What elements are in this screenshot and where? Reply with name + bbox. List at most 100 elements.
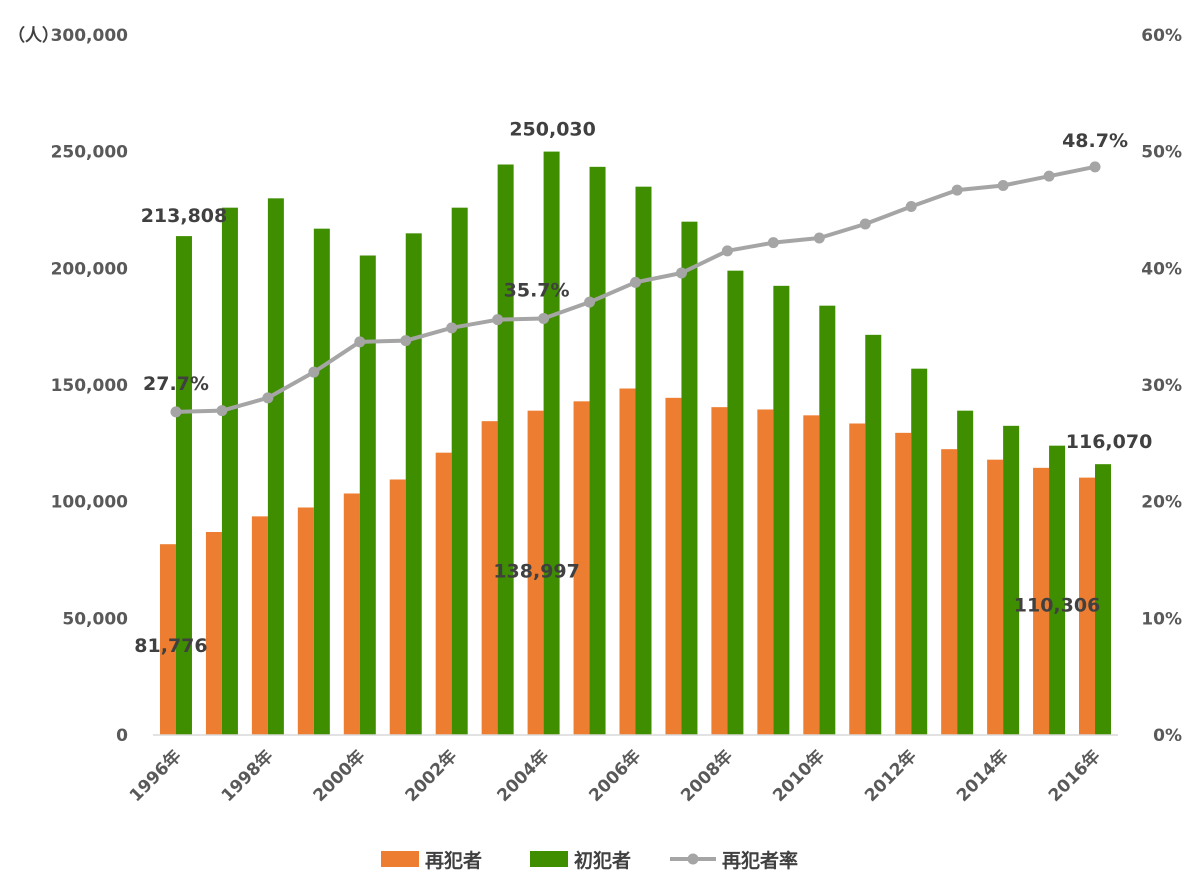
bar-first-offender — [589, 166, 606, 736]
bar-reoffender — [159, 544, 176, 735]
x-tick-label: 2002年 — [401, 746, 461, 806]
line-point-reoffence-rate — [951, 184, 963, 196]
legend-label-first-offender: 初犯者 — [574, 849, 631, 872]
x-tick-label: 1998年 — [217, 746, 277, 806]
y-right-tick-label: 40% — [1141, 259, 1182, 279]
y-right-tick-label: 60% — [1141, 26, 1182, 46]
bar-first-offender — [1049, 445, 1066, 735]
bar-reoffender — [573, 401, 590, 735]
bar-reoffender — [297, 507, 314, 735]
y-left-tick-label: 50,000 — [62, 609, 128, 629]
x-tick-label: 2008年 — [677, 746, 737, 806]
bar-reoffender — [757, 409, 774, 735]
y-right-tick-label: 10% — [1141, 609, 1182, 629]
bar-reoffender — [711, 407, 728, 735]
bar-reoffender — [389, 479, 406, 735]
line-point-reoffence-rate — [262, 392, 274, 404]
line-point-reoffence-rate — [584, 296, 596, 308]
x-tick-label: 2014年 — [952, 746, 1012, 806]
line-point-reoffence-rate — [446, 322, 458, 334]
bar-first-offender — [819, 305, 836, 735]
data-label: 27.7% — [143, 373, 209, 395]
data-label: 138,997 — [493, 561, 580, 583]
line-point-reoffence-rate — [216, 405, 228, 417]
y-left-tick-label: 100,000 — [51, 493, 129, 513]
bar-first-offender — [267, 198, 284, 736]
line-point-reoffence-rate — [354, 336, 366, 348]
bar-first-offender — [313, 228, 330, 735]
line-point-reoffence-rate — [767, 237, 779, 249]
x-tick-label: 1996年 — [125, 746, 185, 806]
data-label: 250,030 — [509, 119, 596, 141]
data-label: 116,070 — [1066, 431, 1153, 453]
bar-first-offender — [681, 221, 698, 735]
bar-reoffender — [895, 432, 912, 735]
line-point-reoffence-rate — [997, 180, 1009, 191]
y-axis-unit-label: （人） — [8, 25, 59, 46]
y-right-tick-label: 50% — [1141, 143, 1182, 163]
bar-first-offender — [1003, 425, 1020, 735]
line-point-reoffence-rate — [630, 276, 641, 288]
bar-reoffender — [941, 449, 958, 735]
line-point-reoffence-rate — [1043, 170, 1055, 182]
x-tick-label: 2010年 — [769, 746, 829, 806]
line-point-reoffence-rate — [308, 366, 320, 378]
bar-first-offender — [543, 151, 560, 735]
y-left-tick-label: 150,000 — [51, 376, 129, 396]
bar-reoffender — [205, 532, 222, 735]
bar-first-offender — [635, 186, 652, 735]
bar-reoffender — [803, 415, 820, 735]
bar-reoffender — [343, 493, 360, 735]
line-point-reoffence-rate — [905, 201, 917, 212]
bar-reoffender — [435, 452, 452, 735]
line-point-reoffence-rate — [675, 267, 687, 279]
y-left-tick-label: 200,000 — [51, 259, 129, 279]
bar-reoffender — [527, 410, 544, 735]
bar-first-offender — [727, 270, 744, 735]
bar-reoffender — [1079, 477, 1096, 735]
line-point-reoffence-rate — [721, 245, 733, 257]
bar-reoffender — [1033, 467, 1050, 735]
bar-first-offender — [957, 410, 974, 735]
bar-first-offender — [175, 236, 192, 735]
bar-reoffender — [481, 421, 498, 735]
x-tick-label: 2012年 — [860, 746, 920, 806]
x-tick-label: 2004年 — [493, 746, 553, 806]
legend-swatch-reoffender — [381, 851, 419, 867]
bar-first-offender — [1095, 464, 1112, 735]
legend-label-reoffender: 再犯者 — [425, 849, 482, 872]
line-point-reoffence-rate — [859, 218, 871, 230]
legend-swatch-marker-reoffence-rate — [687, 853, 699, 865]
bar-reoffender — [665, 397, 682, 735]
legend-swatch-first-offender — [530, 851, 568, 867]
bar-first-offender — [405, 233, 422, 736]
y-right-tick-label: 0% — [1153, 726, 1182, 746]
legend-label-reoffence-rate: 再犯者率 — [722, 849, 798, 872]
y-left-tick-label: 250,000 — [51, 143, 129, 163]
bar-first-offender — [451, 207, 468, 735]
bar-reoffender — [251, 516, 268, 735]
x-tick-label: 2000年 — [309, 746, 369, 806]
bar-first-offender — [221, 207, 238, 735]
data-label: 48.7% — [1062, 130, 1128, 152]
bar-first-offender — [497, 164, 514, 735]
bar-reoffender — [987, 459, 1004, 735]
line-point-reoffence-rate — [400, 335, 412, 347]
bar-reoffender — [849, 423, 866, 735]
bar-reoffender — [619, 388, 636, 735]
data-label: 110,306 — [1014, 595, 1101, 617]
x-tick-label: 2006年 — [585, 746, 645, 806]
line-point-reoffence-rate — [492, 314, 504, 326]
data-label: 35.7% — [504, 280, 570, 302]
line-point-reoffence-rate — [538, 313, 550, 324]
y-left-tick-label: 0 — [116, 726, 128, 746]
y-right-tick-label: 20% — [1141, 493, 1182, 513]
bar-first-offender — [359, 255, 376, 735]
y-right-tick-label: 30% — [1141, 376, 1182, 396]
y-left-tick-label: 300,000 — [51, 26, 129, 46]
data-label: 213,808 — [141, 205, 228, 227]
x-tick-label: 2016年 — [1044, 746, 1104, 806]
bar-first-offender — [911, 368, 928, 735]
line-point-reoffence-rate — [170, 406, 182, 418]
